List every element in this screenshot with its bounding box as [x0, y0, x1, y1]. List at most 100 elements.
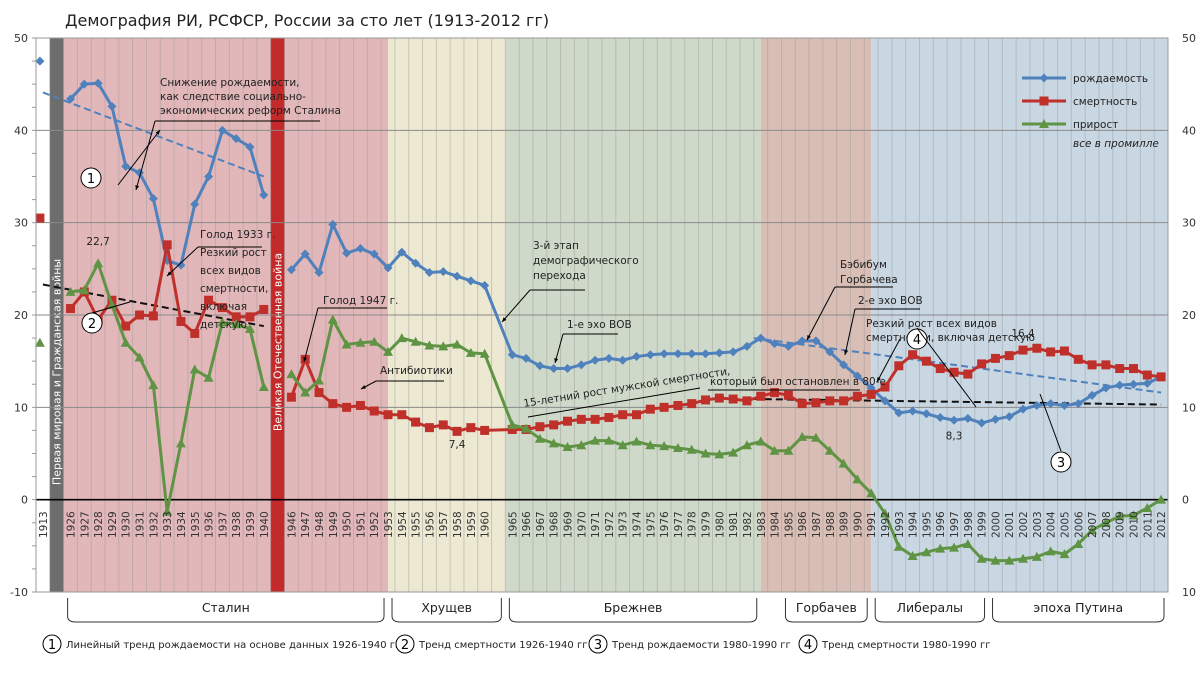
- data-point: [1087, 360, 1097, 370]
- data-point: [714, 393, 724, 403]
- data-point: [135, 310, 145, 320]
- x-tick-label: 2011: [1142, 511, 1154, 538]
- x-tick-label: 2008: [1101, 511, 1113, 538]
- data-point: [355, 337, 366, 347]
- annotation-famine47: Голод 1947 г.: [303, 295, 398, 363]
- data-point: [811, 336, 821, 346]
- data-point: [1073, 399, 1083, 409]
- trend-note-badge: [588, 634, 608, 654]
- data-point: [562, 416, 572, 426]
- data-point: [576, 414, 586, 424]
- x-tick-label: 1959: [466, 511, 478, 538]
- data-point: [466, 276, 476, 286]
- x-tick-label: 1930: [121, 511, 133, 538]
- x-tick-label: 2006: [1073, 511, 1085, 538]
- x-tick-label: 1999: [977, 511, 989, 538]
- data-point: [327, 314, 338, 324]
- x-tick-label: 1984: [770, 511, 782, 538]
- y-tick-label-right: 30: [1182, 217, 1196, 230]
- data-point: [342, 402, 352, 412]
- x-tick-label: 1946: [286, 511, 298, 538]
- annotation-text: детскую: [200, 319, 247, 331]
- chart-title: Демография РИ, РСФСР, России за сто лет …: [65, 11, 549, 30]
- data-point: [645, 440, 656, 450]
- data-point: [66, 304, 76, 314]
- trend-number-text: 3: [1057, 456, 1065, 471]
- data-point: [838, 458, 849, 468]
- annotation-echo1: 1-е эхо ВОВ: [554, 319, 632, 364]
- data-point: [963, 369, 973, 379]
- annotation-text: 3-й этап: [533, 240, 579, 252]
- data-point: [466, 423, 476, 433]
- annotation-text: демографического: [533, 255, 639, 267]
- x-tick-label: 1983: [756, 511, 768, 538]
- data-point: [894, 361, 904, 371]
- data-point: [742, 341, 752, 351]
- value-label: 16,4: [1011, 328, 1035, 340]
- x-tick-label: 1982: [742, 511, 754, 538]
- data-point: [618, 410, 628, 420]
- data-point: [977, 359, 987, 369]
- y-tick-label-right: 20: [1182, 309, 1196, 322]
- data-point: [908, 350, 918, 360]
- data-point: [66, 94, 76, 104]
- value-label: 22,7: [86, 236, 109, 248]
- annotation-text: Бэбибум: [840, 259, 887, 271]
- x-tick-label: 1958: [452, 511, 464, 538]
- data-point: [825, 347, 835, 357]
- data-point: [535, 422, 545, 432]
- x-tick-label: 1975: [645, 511, 657, 538]
- x-tick-label: 1988: [825, 511, 837, 538]
- y-tick-label-left: 50: [14, 32, 28, 45]
- x-tick-label: 1976: [659, 511, 671, 538]
- data-point: [479, 348, 490, 358]
- x-tick-label: 1955: [411, 511, 423, 538]
- data-point: [35, 56, 45, 66]
- data-point: [314, 268, 324, 278]
- annotation-echo2: 2-е эхо ВОВ: [844, 295, 923, 356]
- data-point: [728, 347, 738, 357]
- data-point: [355, 400, 365, 410]
- data-point: [1115, 380, 1125, 390]
- data-point: [990, 414, 1000, 424]
- x-tick-label: 1957: [438, 511, 450, 538]
- x-tick-label: 1953: [383, 511, 395, 538]
- data-point: [397, 410, 407, 420]
- y-tick-label-left: -10: [10, 586, 28, 599]
- data-point: [880, 382, 890, 392]
- data-point: [645, 404, 655, 414]
- data-point: [770, 339, 780, 349]
- data-point: [107, 101, 117, 111]
- era-label: Горбачев: [796, 600, 857, 615]
- era-label: Брежнев: [604, 600, 663, 615]
- x-tick-label: 1951: [355, 511, 367, 538]
- trend-note-number: 3: [594, 638, 602, 653]
- data-point: [659, 441, 670, 451]
- data-point: [162, 240, 172, 250]
- data-point: [244, 323, 255, 333]
- trend-number-text: 1: [87, 172, 95, 187]
- data-point: [673, 400, 683, 410]
- data-point: [328, 220, 338, 230]
- arrowhead-icon: [135, 185, 140, 190]
- data-point: [908, 406, 918, 416]
- trend-line-4: [753, 398, 1162, 406]
- annotation-arrow: [844, 308, 856, 356]
- era-bracket-line: [992, 598, 1165, 623]
- data-point: [1039, 96, 1049, 106]
- data-point: [921, 547, 932, 557]
- y-tick-label-right: 10: [1182, 401, 1196, 414]
- x-tick-label: 1980: [714, 511, 726, 538]
- data-point: [204, 295, 214, 305]
- data-point: [618, 355, 628, 365]
- data-point: [424, 423, 434, 433]
- x-tick-label: 2007: [1087, 511, 1099, 538]
- data-point: [907, 550, 918, 560]
- data-point: [935, 412, 945, 422]
- data-point: [756, 333, 766, 343]
- trend-note-label: Тренд смертности 1926-1940 гг: [418, 640, 587, 651]
- data-point: [1156, 372, 1166, 382]
- data-point: [755, 436, 766, 446]
- annotation-text: перехода: [533, 270, 586, 282]
